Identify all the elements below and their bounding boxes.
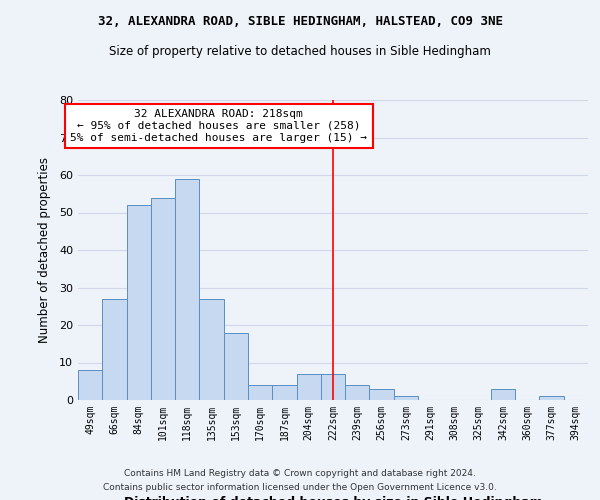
Bar bbox=[199, 298, 224, 400]
Text: Contains HM Land Registry data © Crown copyright and database right 2024.: Contains HM Land Registry data © Crown c… bbox=[124, 468, 476, 477]
Text: Contains public sector information licensed under the Open Government Licence v3: Contains public sector information licen… bbox=[103, 484, 497, 492]
Y-axis label: Number of detached properties: Number of detached properties bbox=[38, 157, 50, 343]
Bar bbox=[321, 374, 345, 400]
Bar bbox=[151, 198, 175, 400]
Bar bbox=[248, 385, 272, 400]
Bar bbox=[102, 298, 127, 400]
Bar bbox=[272, 385, 296, 400]
Text: 32 ALEXANDRA ROAD: 218sqm
← 95% of detached houses are smaller (258)
5% of semi-: 32 ALEXANDRA ROAD: 218sqm ← 95% of detac… bbox=[70, 110, 367, 142]
Bar bbox=[345, 385, 370, 400]
Text: 32, ALEXANDRA ROAD, SIBLE HEDINGHAM, HALSTEAD, CO9 3NE: 32, ALEXANDRA ROAD, SIBLE HEDINGHAM, HAL… bbox=[97, 15, 503, 28]
X-axis label: Distribution of detached houses by size in Sible Hedingham: Distribution of detached houses by size … bbox=[124, 496, 542, 500]
Bar bbox=[175, 179, 199, 400]
Bar bbox=[224, 332, 248, 400]
Text: Size of property relative to detached houses in Sible Hedingham: Size of property relative to detached ho… bbox=[109, 45, 491, 58]
Bar bbox=[127, 205, 151, 400]
Bar bbox=[296, 374, 321, 400]
Bar bbox=[491, 389, 515, 400]
Bar bbox=[370, 389, 394, 400]
Bar bbox=[394, 396, 418, 400]
Bar bbox=[78, 370, 102, 400]
Bar bbox=[539, 396, 564, 400]
